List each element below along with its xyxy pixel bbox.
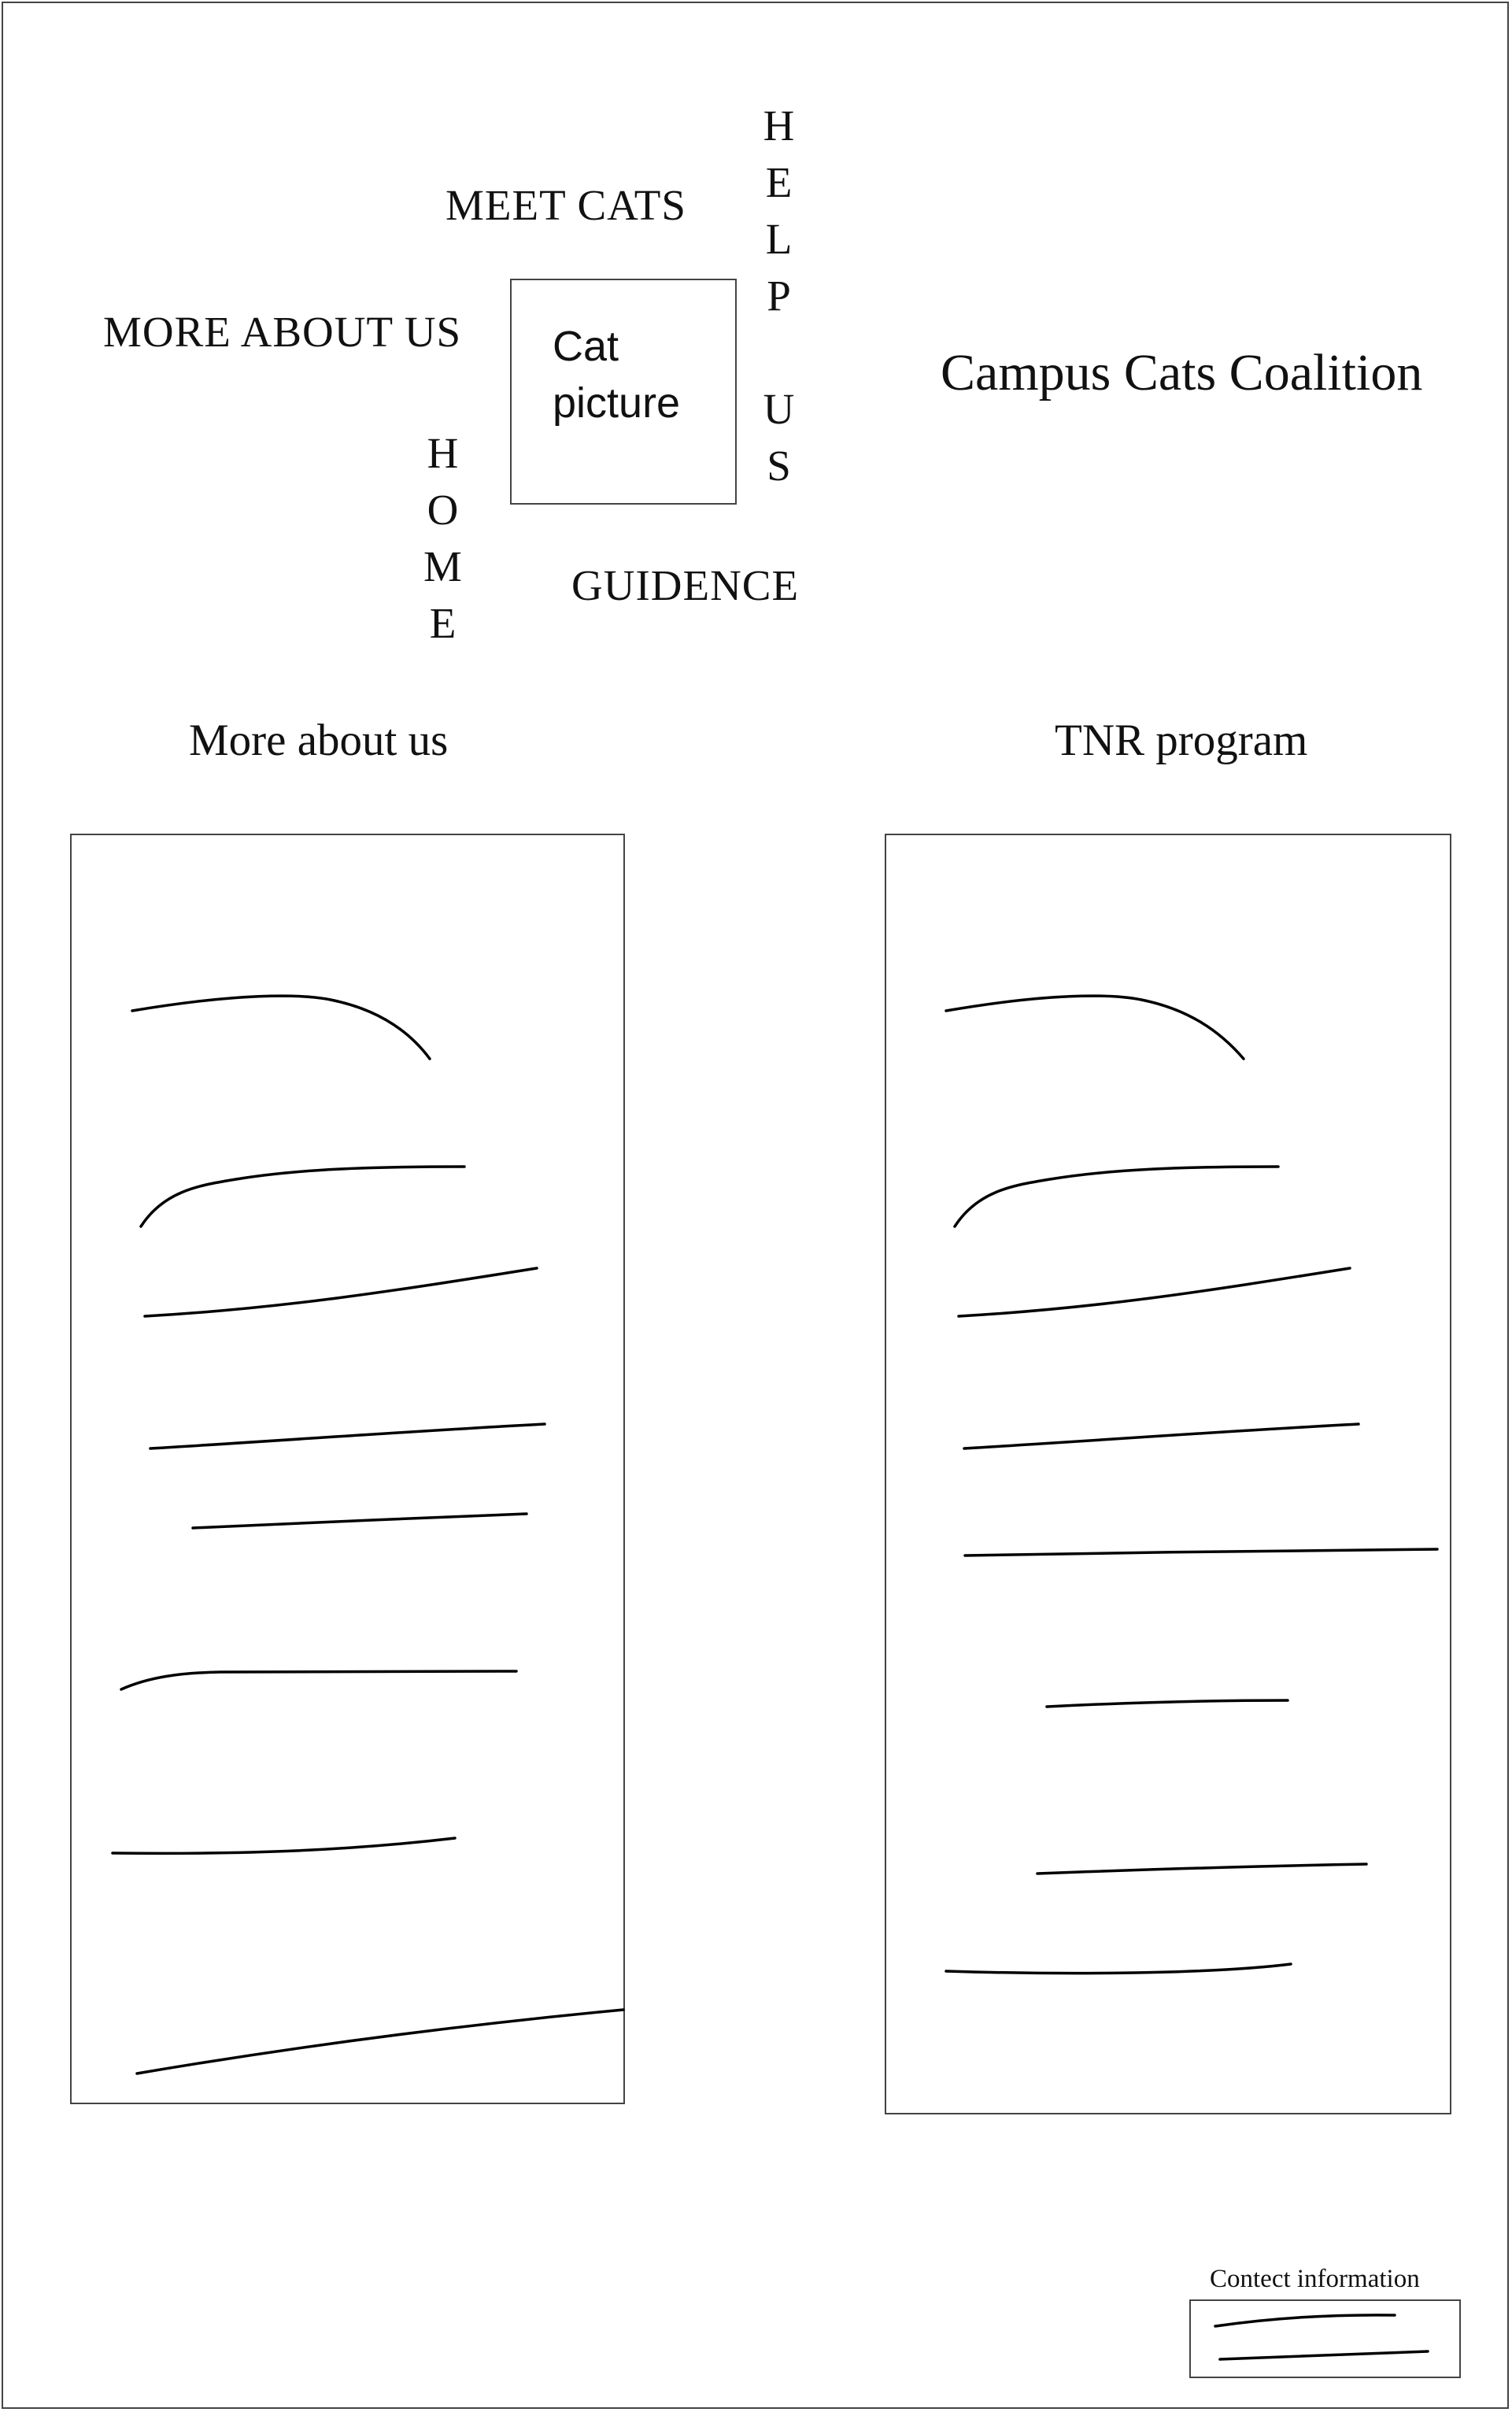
cat-picture-label: Cat picture [553,318,680,431]
nav-help-us[interactable]: H E L P U S [760,104,799,501]
cat-picture-label-line1: Cat [553,323,619,370]
about-content-panel [70,834,625,2104]
about-section-title: More about us [189,716,449,765]
nav-help-us-letter: L [765,215,793,263]
cat-picture-placeholder: Cat picture [510,279,737,505]
nav-home[interactable]: H O M E [423,431,463,658]
nav-help-us-letter: E [765,158,793,206]
nav-meet-cats[interactable]: MEET CATS [445,181,686,229]
contact-info-box [1189,2299,1461,2378]
nav-help-us-letter: S [767,442,792,490]
cat-picture-label-line2: picture [553,379,681,427]
nav-guidence[interactable]: GUIDENCE [571,561,800,609]
nav-home-letter: H [427,429,460,477]
site-title: Campus Cats Coalition [941,344,1423,401]
contact-info-label: Contect information [1210,2265,1420,2293]
tnr-content-panel [885,834,1451,2114]
nav-more-about-us[interactable]: MORE ABOUT US [103,308,462,356]
nav-home-letter: E [429,599,457,647]
nav-help-us-letter: U [763,385,796,433]
nav-home-letter: M [423,542,463,590]
nav-help-us-letter: H [763,102,796,150]
nav-help-us-letter: P [767,272,792,320]
nav-home-letter: O [427,486,460,534]
tnr-section-title: TNR program [1055,716,1308,765]
